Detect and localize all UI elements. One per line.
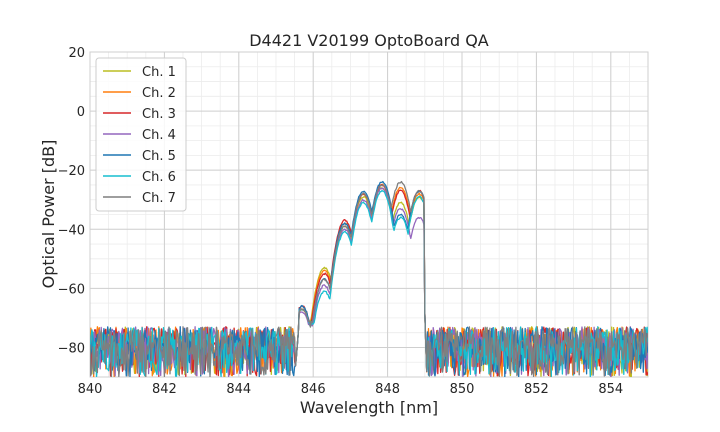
series-lines [90,180,648,377]
chart-title: D4421 V20199 OptoBoard QA [249,31,489,50]
y-tick-label: −40 [58,223,85,238]
series-line [90,180,648,377]
x-tick-label: 852 [524,382,549,397]
y-tick-label: 20 [68,46,85,61]
plot-frame [89,51,649,378]
x-tick-label: 842 [152,382,177,397]
y-axis-label: Optical Power [dB] [39,140,58,289]
legend-label: Ch. 3 [142,107,176,122]
y-tick-label: −80 [58,341,85,356]
x-axis-label: Wavelength [nm] [300,398,438,417]
y-tick-label: 0 [77,105,85,120]
x-tick-label: 846 [301,382,326,397]
x-tick-label: 840 [78,382,103,397]
legend-box [95,57,187,212]
y-tick-label: −20 [58,164,85,179]
x-tick-label: 850 [450,382,475,397]
legend-label: Ch. 7 [142,191,176,206]
legend-label: Ch. 2 [142,86,176,101]
x-tick-label: 848 [375,382,400,397]
y-tick-label: −60 [58,282,85,297]
legend: Ch. 1 Ch. 2 Ch. 3 Ch. 4 Ch. 5 Ch. 6 Ch. 7 [95,57,187,212]
x-tick-labels: 840 842 844 846 848 850 852 854 [78,382,624,397]
legend-label: Ch. 6 [142,170,176,185]
legend-items: Ch. 1 Ch. 2 Ch. 3 Ch. 4 Ch. 5 Ch. 6 Ch. 7 [103,65,176,206]
y-tick-labels: −80 −60 −40 −20 0 20 [58,46,85,356]
legend-label: Ch. 1 [142,65,176,80]
legend-label: Ch. 4 [142,128,176,143]
x-tick-label: 854 [598,382,623,397]
x-tick-label: 844 [226,382,251,397]
legend-label: Ch. 5 [142,149,176,164]
